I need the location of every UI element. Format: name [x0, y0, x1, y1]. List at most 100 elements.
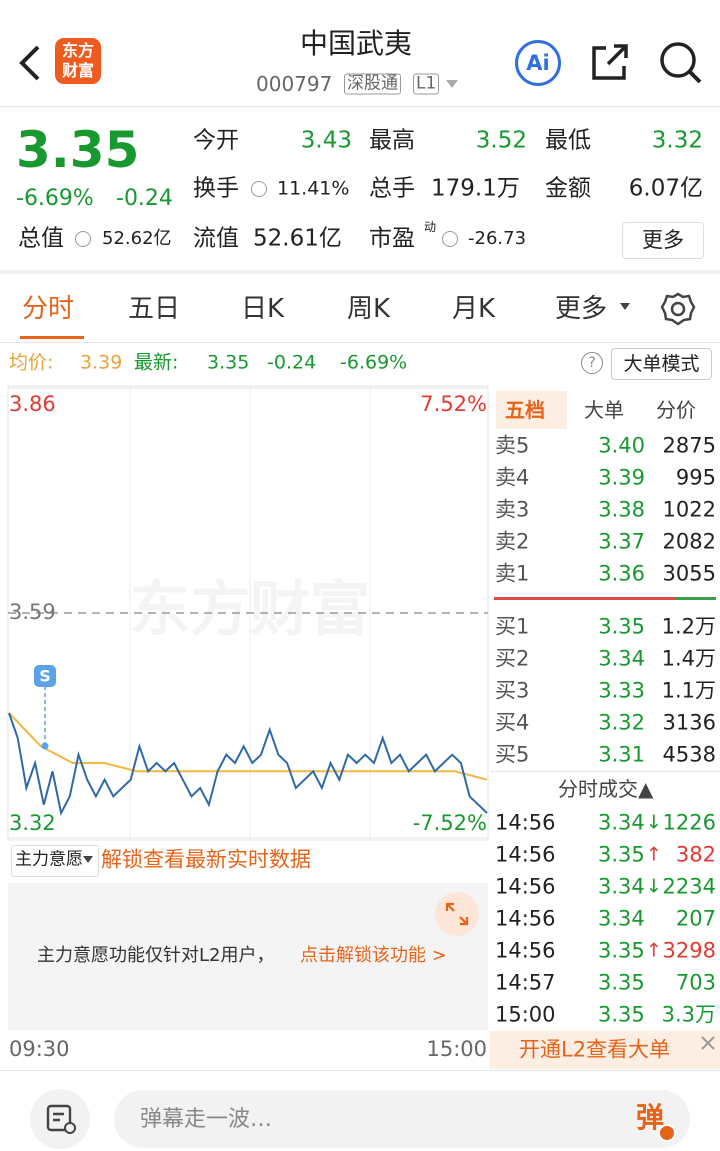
- book-volume: 1.4万: [661, 646, 716, 671]
- book-price: 3.37: [598, 529, 645, 554]
- dropdown-icon[interactable]: [619, 302, 631, 312]
- book-volume: 2875: [662, 433, 716, 458]
- book-label: 买4: [495, 710, 530, 735]
- book-label: 卖1: [495, 561, 530, 586]
- info-icon[interactable]: [75, 231, 91, 247]
- ai-button[interactable]: Ai: [515, 40, 561, 86]
- order-book-tab[interactable]: 五档: [505, 398, 545, 422]
- trade-time: 14:56: [495, 906, 556, 931]
- selector-text[interactable]: 主力意愿: [15, 849, 83, 870]
- stat-label: 今开: [193, 127, 239, 154]
- book-price: 3.31: [598, 742, 645, 767]
- trade-price: 3.35: [598, 1002, 645, 1027]
- stat-label: 最高: [369, 127, 415, 154]
- trade-arrow: ↓: [646, 811, 662, 834]
- settings-button[interactable]: [660, 291, 696, 327]
- trade-price: 3.34: [598, 874, 645, 899]
- back-button[interactable]: [16, 44, 42, 82]
- dropdown-icon[interactable]: [82, 855, 94, 865]
- y-tick-label: 3.59: [9, 600, 56, 624]
- selector[interactable]: [11, 845, 99, 877]
- tab[interactable]: 五日: [128, 294, 181, 324]
- tab[interactable]: 月K: [452, 294, 496, 324]
- stat-value: 11.41%: [277, 177, 350, 200]
- stat-value: 52.62亿: [102, 228, 172, 249]
- stat-value: 52.61亿: [253, 225, 342, 252]
- order-book-tab[interactable]: 大单: [584, 398, 624, 422]
- book-volume: 1022: [662, 497, 716, 522]
- avg-label: 均价:: [9, 351, 54, 374]
- tab[interactable]: 周K: [347, 294, 391, 324]
- trades-title[interactable]: 分时成交▲: [558, 777, 654, 801]
- book-label: 卖2: [495, 529, 530, 554]
- book-volume: 3055: [662, 561, 716, 586]
- tab[interactable]: 分时: [22, 294, 75, 324]
- latest-price: 3.35: [207, 351, 250, 374]
- y-tick-label: 3.86: [9, 392, 56, 416]
- order-book-tab-active: [496, 391, 567, 429]
- trade-volume: 703: [675, 970, 716, 995]
- stat-label: 总值: [18, 225, 64, 252]
- change: -0.24: [116, 186, 173, 211]
- book-volume: 3136: [662, 710, 716, 735]
- stat-value: -26.73: [468, 228, 527, 249]
- search-button[interactable]: [658, 40, 704, 86]
- more-button[interactable]: 更多: [622, 222, 704, 259]
- unlock-link[interactable]: 解锁查看最新实时数据: [101, 847, 311, 872]
- mode-button[interactable]: 大单模式: [611, 348, 712, 380]
- danmu-placeholder[interactable]: 弹幕走一波…: [140, 1107, 273, 1132]
- expand-button[interactable]: [435, 892, 479, 936]
- avg-price: 3.39: [80, 351, 123, 374]
- book-price: 3.40: [598, 433, 645, 458]
- notice: 主力意愿功能仅针对L2用户，: [37, 945, 275, 966]
- tab-indicator: [20, 336, 84, 339]
- marker-badge: [34, 665, 56, 687]
- tab[interactable]: 更多: [555, 294, 608, 324]
- info-icon[interactable]: [251, 181, 267, 197]
- locked-panel: [8, 883, 488, 1030]
- tag: 深股通: [344, 73, 401, 95]
- expand-icon[interactable]: [445, 902, 469, 926]
- latest-label: 最新:: [134, 351, 179, 374]
- book-label: 买2: [495, 646, 530, 671]
- trade-price: 3.34: [598, 906, 645, 931]
- trade-time: 14:56: [495, 842, 556, 867]
- trade-time: 14:56: [495, 938, 556, 963]
- divider: [0, 342, 720, 343]
- book-volume: 2082: [662, 529, 716, 554]
- help-button[interactable]: ?: [581, 352, 603, 374]
- stat-value: 3.43: [300, 127, 352, 154]
- dropdown-icon[interactable]: [444, 78, 460, 90]
- trade-price: 3.34: [598, 810, 645, 835]
- close-button[interactable]: [698, 1033, 718, 1053]
- trade-price: 3.35: [598, 842, 645, 867]
- book-price: 3.32: [598, 710, 645, 735]
- stat-value: 3.32: [651, 127, 703, 154]
- book-label: 卖3: [495, 497, 530, 522]
- notice-link[interactable]: 点击解锁该功能 >: [300, 945, 447, 966]
- comment-icon[interactable]: [45, 1103, 77, 1135]
- book-label: 卖5: [495, 433, 530, 458]
- trade-arrow: ↓: [646, 875, 662, 898]
- trade-volume: 1226: [662, 810, 716, 835]
- trade-volume: 3298: [662, 938, 716, 963]
- stat-label: 市盈: [369, 225, 415, 252]
- trade-volume: 2234: [662, 874, 716, 899]
- order-book-tab[interactable]: 分价: [656, 398, 696, 422]
- share-button[interactable]: [590, 42, 632, 82]
- info-icon[interactable]: [442, 231, 458, 247]
- l2-banner-text[interactable]: 开通L2查看大单: [519, 1037, 671, 1062]
- trade-price: 3.35: [598, 970, 645, 995]
- marker-dot: [41, 742, 49, 750]
- trade-time: 14:57: [495, 970, 556, 995]
- stat-label: 最低: [545, 127, 591, 154]
- intraday-chart: 东方财富 3.32 3.59 3.86 -7.52% 7.52% S 09:30 15:00: [7, 385, 489, 1061]
- watermark: 东方财富: [130, 575, 370, 645]
- stat-label: 金额: [545, 175, 591, 202]
- l2-banner[interactable]: [490, 1031, 720, 1069]
- tab[interactable]: 日K: [241, 294, 285, 324]
- danmu-input[interactable]: [114, 1090, 690, 1148]
- x-label: 15:00: [426, 1037, 487, 1061]
- trade-arrow: ↑: [646, 939, 662, 962]
